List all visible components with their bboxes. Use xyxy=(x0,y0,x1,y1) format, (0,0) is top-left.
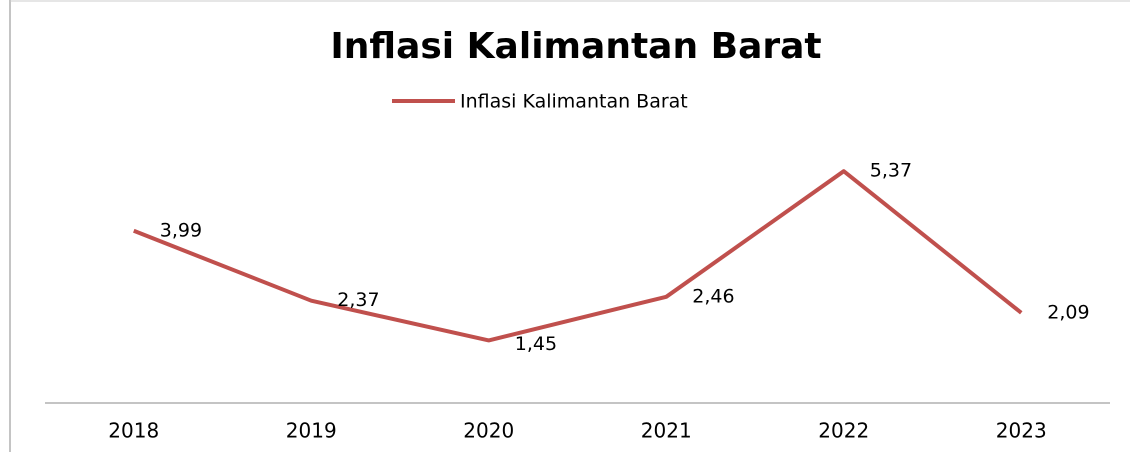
x-tick-label: 2020 xyxy=(463,419,514,443)
data-label: 2,37 xyxy=(337,289,379,311)
data-label: 5,37 xyxy=(870,160,912,182)
data-label: 2,46 xyxy=(692,285,734,307)
data-label: 2,09 xyxy=(1047,301,1089,323)
x-tick-label: 2022 xyxy=(818,419,869,443)
x-tick-label: 2023 xyxy=(996,419,1047,443)
data-label: 1,45 xyxy=(515,333,557,355)
data-label: 3,99 xyxy=(160,219,202,241)
chart-title: Inflasi Kalimantan Barat xyxy=(330,26,821,67)
legend-label: Inflasi Kalimantan Barat xyxy=(460,91,688,113)
x-tick-label: 2021 xyxy=(641,419,692,443)
x-tick-label: 2018 xyxy=(108,419,159,443)
x-tick-label: 2019 xyxy=(286,419,337,443)
series-line xyxy=(133,169,1023,343)
